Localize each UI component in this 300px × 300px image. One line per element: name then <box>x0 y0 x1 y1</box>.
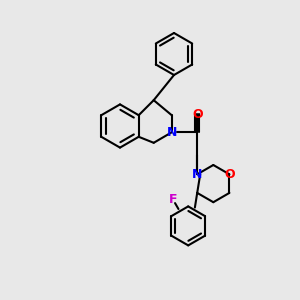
Text: F: F <box>169 193 177 206</box>
Text: N: N <box>167 126 177 139</box>
Text: O: O <box>224 168 235 181</box>
Text: N: N <box>192 168 202 181</box>
Text: O: O <box>192 108 202 121</box>
